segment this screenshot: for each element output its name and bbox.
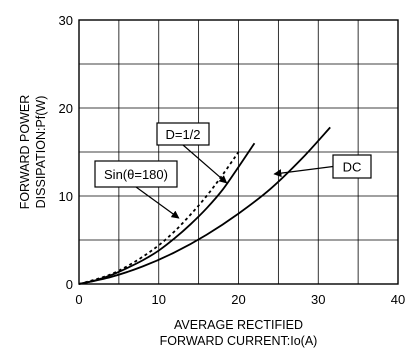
x-axis-label-line-1: AVERAGE RECTIFIED bbox=[174, 318, 303, 332]
plot-frame bbox=[78, 19, 399, 285]
x-tick-label: 10 bbox=[152, 292, 166, 307]
grid bbox=[79, 20, 398, 284]
series-line-dc bbox=[78, 126, 331, 285]
y-axis-label-line-2: DISSIPATION:Pf(W) bbox=[34, 96, 48, 209]
callout-sin-180: Sin(θ=180) bbox=[94, 160, 180, 219]
callout-dc: DC bbox=[273, 154, 372, 179]
callout-label: DC bbox=[343, 160, 362, 175]
callout-label: D=1/2 bbox=[165, 127, 200, 142]
x-axis-label-line-2: FORWARD CURRENT:Io(A) bbox=[160, 334, 318, 348]
callout-label: Sin(θ=180) bbox=[104, 167, 168, 182]
callout-arrow bbox=[182, 144, 228, 184]
tick-labels: 0 10 20 30 40 0 10 20 30 bbox=[59, 13, 406, 307]
x-tick-label: 30 bbox=[311, 292, 325, 307]
axes bbox=[78, 19, 399, 285]
x-tick-label: 20 bbox=[231, 292, 245, 307]
annotations: D=1/2 Sin(θ=180) DC bbox=[94, 122, 372, 219]
y-axis-label-line-1: FORWARD POWER bbox=[18, 95, 32, 210]
callout-arrow bbox=[273, 165, 334, 178]
y-tick-label: 20 bbox=[59, 101, 73, 116]
callout-arrow bbox=[135, 186, 180, 219]
y-tick-label: 10 bbox=[59, 189, 73, 204]
callout-d-1-2: D=1/2 bbox=[156, 122, 228, 184]
series bbox=[78, 126, 331, 285]
y-tick-label: 30 bbox=[59, 13, 73, 28]
series-line-d-1-2 bbox=[78, 142, 256, 285]
x-tick-label: 0 bbox=[75, 292, 82, 307]
x-tick-label: 40 bbox=[391, 292, 405, 307]
y-tick-label: 0 bbox=[66, 277, 73, 292]
